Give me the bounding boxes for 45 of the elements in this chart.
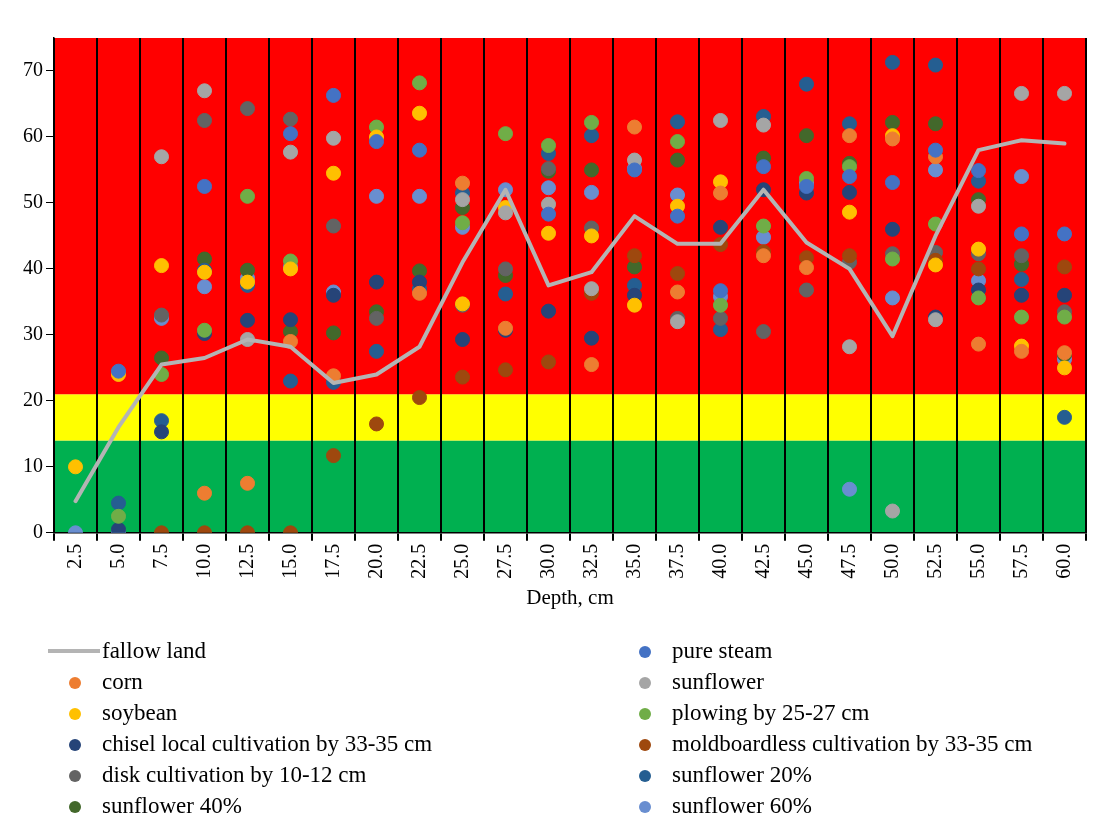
legend-label: moldboardless cultivation by 33-35 cm <box>672 730 1033 757</box>
x-tick-label: 27.5 <box>492 543 515 579</box>
x-tick-label: 40.0 <box>707 543 730 579</box>
x-tick-label: 32.5 <box>578 543 601 579</box>
y-tick-label: 10 <box>23 454 43 477</box>
legend-label: sunflower 60% <box>672 792 812 819</box>
y-tick-label: 30 <box>23 322 43 345</box>
x-tick-label: 35.0 <box>621 543 644 579</box>
x-tick-label: 7.5 <box>148 543 171 569</box>
x-tick-label: 47.5 <box>836 543 859 579</box>
x-tick-label: 5.0 <box>105 543 128 569</box>
x-tick-label: 25.0 <box>449 543 472 579</box>
legend-label: fallow land <box>102 637 207 664</box>
legend-label: plowing by 25-27 cm <box>672 699 870 726</box>
x-tick-label: 50.0 <box>879 543 902 579</box>
y-tick-label: 50 <box>23 190 43 213</box>
legend-label: sunflower 40% <box>102 792 242 819</box>
legend-label: pure steam <box>672 637 773 664</box>
x-tick-label: 22.5 <box>406 543 429 579</box>
x-tick-label: 17.5 <box>320 543 343 579</box>
x-tick-label: 45.0 <box>793 543 816 579</box>
y-tick-label: 70 <box>23 58 43 81</box>
x-tick-label: 60.0 <box>1051 543 1074 579</box>
x-tick-label: 12.5 <box>234 543 257 579</box>
x-tick-label: 2.5 <box>62 543 85 569</box>
x-tick-label: 57.5 <box>1008 543 1031 579</box>
x-tick-label: 30.0 <box>535 543 558 579</box>
x-tick-label: 15.0 <box>277 543 300 579</box>
legend-label: sunflower 20% <box>672 761 812 788</box>
legend-label: corn <box>102 668 143 695</box>
y-tick-label: 20 <box>23 388 43 411</box>
x-tick-label: 10.0 <box>191 543 214 579</box>
y-tick-label: 40 <box>23 256 43 279</box>
legend-label: soybean <box>102 699 178 726</box>
legend-label: disk cultivation by 10-12 cm <box>102 761 367 788</box>
y-tick-label: 60 <box>23 124 43 147</box>
x-tick-label: 20.0 <box>363 543 386 579</box>
x-tick-label: 55.0 <box>965 543 988 579</box>
x-tick-label: 42.5 <box>750 543 773 579</box>
legend-label: chisel local cultivation by 33-35 cm <box>102 730 433 757</box>
x-tick-label: 52.5 <box>922 543 945 579</box>
y-tick-label: 0 <box>33 520 43 543</box>
x-axis-title: Depth, cm <box>526 584 614 609</box>
legend-label: sunflower <box>672 668 764 695</box>
x-tick-label: 37.5 <box>664 543 687 579</box>
